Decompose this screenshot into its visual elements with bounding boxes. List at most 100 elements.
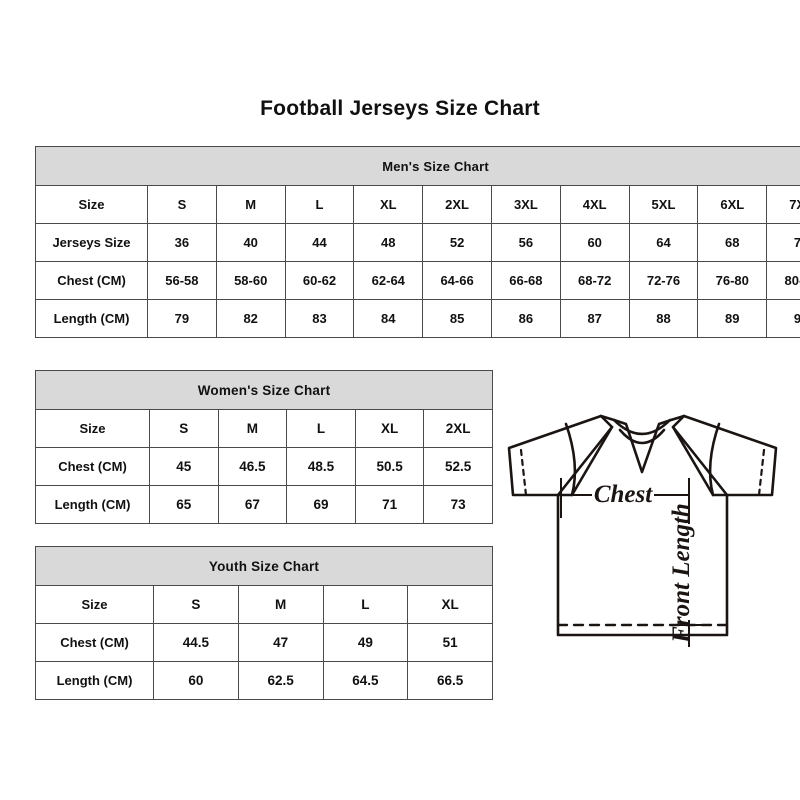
measurement-guides [560, 478, 703, 647]
cell: 49 [322, 623, 409, 662]
right-armhole-seam [708, 422, 721, 497]
header-cell-s: S [149, 409, 219, 448]
womens-table-caption: Women's Size Chart [35, 370, 493, 410]
cell: 51 [407, 623, 494, 662]
cell: 79 [147, 299, 217, 338]
header-cell-4xl: 4XL [559, 185, 630, 224]
header-cell-s: S [153, 585, 239, 624]
header-cell-l: L [322, 585, 409, 624]
row-label-length-cm: Length (CM) [35, 485, 150, 524]
row-label-length-cm: Length (CM) [35, 661, 154, 700]
header-cell-2xl: 2XL [422, 185, 492, 224]
cell: 44.5 [153, 623, 239, 662]
header-cell-6xl: 6XL [697, 185, 768, 224]
cell: 58-60 [215, 261, 286, 300]
cell: 69 [286, 485, 356, 524]
header-cell-2xl: 2XL [423, 409, 493, 448]
cell: 62-64 [353, 261, 424, 300]
cell: 67 [217, 485, 288, 524]
cell: 60 [559, 223, 630, 262]
left-sleeve-hem-dashed [519, 448, 528, 497]
cell: 72 [766, 223, 800, 262]
cell: 83 [284, 299, 355, 338]
neck-inner-line-1 [612, 418, 672, 436]
cell: 52 [422, 223, 492, 262]
header-cell-m: M [215, 185, 286, 224]
left-sleeve-shape [507, 414, 614, 497]
cell: 60-62 [284, 261, 355, 300]
row-label-length-cm: Length (CM) [35, 299, 148, 338]
youth-size-table: Youth Size Chart Size S M L XL Chest (CM… [34, 546, 494, 700]
table-caption-row: Men's Size Chart [34, 146, 800, 186]
row-label-chest-cm: Chest (CM) [35, 447, 150, 486]
header-cell-7xl: 7XL [766, 185, 800, 224]
jersey-measurement-diagram: Chest Front Length [500, 398, 785, 698]
header-cell-s: S [147, 185, 217, 224]
cell: 64.5 [322, 661, 409, 700]
table-row: Chest (CM) 44.5 47 49 51 [35, 623, 494, 662]
header-cell-3xl: 3XL [490, 185, 561, 224]
cell: 60 [153, 661, 239, 700]
table-row: Jerseys Size 36 40 44 48 52 56 60 64 68 … [35, 223, 800, 262]
header-cell-m: M [237, 585, 324, 624]
cell: 44 [284, 223, 355, 262]
table-header-row: Size S M L XL [35, 585, 494, 624]
header-cell-l: L [284, 185, 355, 224]
cell: 36 [147, 223, 217, 262]
cell: 80-84 [766, 261, 800, 300]
cell: 87 [559, 299, 630, 338]
mens-size-table: Men's Size Chart Size S M L XL 2XL 3XL 4… [34, 146, 800, 338]
cell: 72-76 [628, 261, 699, 300]
cell: 65 [149, 485, 219, 524]
row-label-jerseys-size: Jerseys Size [35, 223, 148, 262]
cell: 86 [490, 299, 561, 338]
cell: 66-68 [490, 261, 561, 300]
cell: 56 [490, 223, 561, 262]
cell: 68 [697, 223, 768, 262]
cell: 73 [423, 485, 493, 524]
cell: 45 [149, 447, 219, 486]
header-cell-5xl: 5XL [628, 185, 699, 224]
womens-size-table: Women's Size Chart Size S M L XL 2XL Che… [35, 370, 493, 524]
mens-table-caption: Men's Size Chart [34, 146, 800, 186]
row-label-chest-cm: Chest (CM) [35, 623, 154, 662]
header-cell-size: Size [35, 585, 154, 624]
cell: 88 [628, 299, 699, 338]
table-header-row: Size S M L XL 2XL 3XL 4XL 5XL 6XL 7XL [35, 185, 800, 224]
header-cell-size: Size [35, 185, 148, 224]
cell: 76-80 [697, 261, 768, 300]
row-label-chest-cm: Chest (CM) [35, 261, 148, 300]
cell: 52.5 [423, 447, 493, 486]
header-cell-xl: XL [354, 409, 425, 448]
header-cell-xl: XL [407, 585, 494, 624]
cell: 48.5 [286, 447, 356, 486]
header-cell-size: Size [35, 409, 150, 448]
table-row: Chest (CM) 56-58 58-60 60-62 62-64 64-66… [35, 261, 800, 300]
table-caption-row: Women's Size Chart [35, 370, 493, 410]
header-cell-l: L [286, 409, 356, 448]
header-cell-xl: XL [353, 185, 424, 224]
neck-inner-line-2 [618, 428, 666, 445]
cell: 82 [215, 299, 286, 338]
cell: 50.5 [354, 447, 425, 486]
table-header-row: Size S M L XL 2XL [35, 409, 493, 448]
cell: 46.5 [217, 447, 288, 486]
youth-table-caption: Youth Size Chart [34, 546, 494, 586]
cell: 64 [628, 223, 699, 262]
cell: 71 [354, 485, 425, 524]
chest-measure-label: Chest [594, 481, 653, 508]
cell: 66.5 [407, 661, 494, 700]
page-title: Football Jerseys Size Chart [260, 97, 540, 120]
cell: 84 [353, 299, 424, 338]
right-sleeve-shape [671, 414, 778, 497]
cell: 40 [215, 223, 286, 262]
cell: 64-66 [422, 261, 492, 300]
table-caption-row: Youth Size Chart [34, 546, 494, 586]
cell: 48 [353, 223, 424, 262]
table-row: Length (CM) 65 67 69 71 73 [35, 485, 493, 524]
cell: 56-58 [147, 261, 217, 300]
table-row: Chest (CM) 45 46.5 48.5 50.5 52.5 [35, 447, 493, 486]
cell: 47 [237, 623, 324, 662]
jersey-outline-icon [507, 414, 778, 637]
header-cell-m: M [217, 409, 288, 448]
